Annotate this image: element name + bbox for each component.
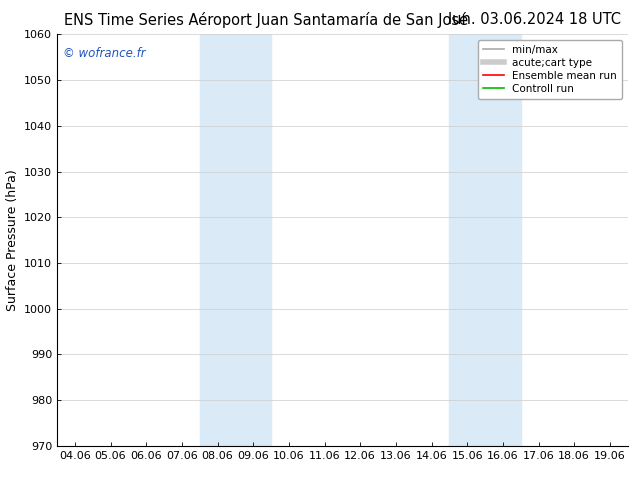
Y-axis label: Surface Pressure (hPa): Surface Pressure (hPa) [6,169,18,311]
Text: © wofrance.fr: © wofrance.fr [63,47,145,60]
Text: lun. 03.06.2024 18 UTC: lun. 03.06.2024 18 UTC [448,12,621,27]
Text: ENS Time Series Aéroport Juan Santamaría de San José: ENS Time Series Aéroport Juan Santamaría… [64,12,469,28]
Bar [200,34,271,446]
Legend: min/max, acute;cart type, Ensemble mean run, Controll run: min/max, acute;cart type, Ensemble mean … [478,40,623,99]
Bar [450,34,521,446]
